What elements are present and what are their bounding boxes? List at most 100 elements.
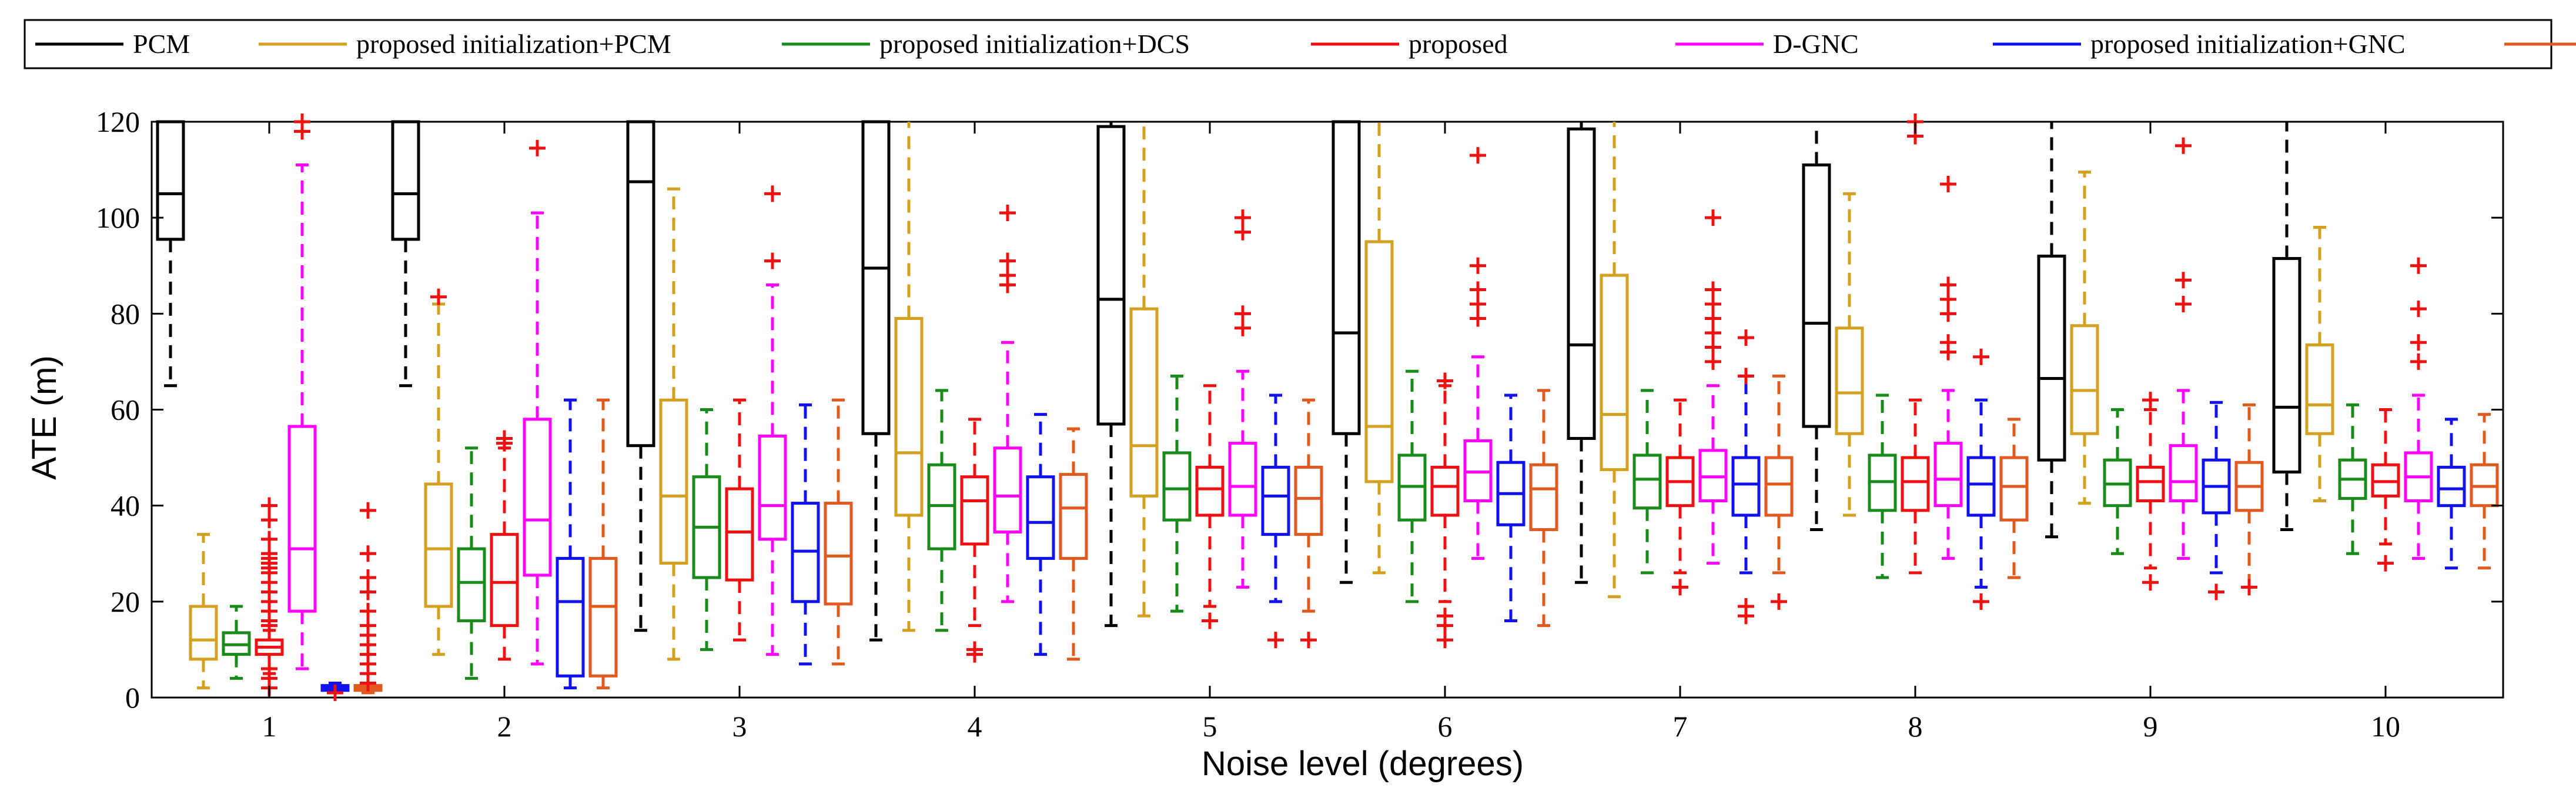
y-tick-label: 40 bbox=[111, 489, 140, 522]
outlier-marker bbox=[360, 569, 376, 586]
box bbox=[824, 502, 853, 606]
outlier-marker bbox=[999, 205, 1016, 222]
x-tick-label: 1 bbox=[262, 710, 277, 743]
series-group bbox=[156, 120, 2301, 642]
legend-label: proposed initialization+PCM bbox=[356, 29, 671, 59]
series-group bbox=[353, 374, 2499, 695]
box bbox=[391, 120, 420, 241]
outlier-marker bbox=[261, 545, 277, 562]
outlier-marker bbox=[529, 139, 546, 156]
outlier-marker bbox=[2142, 392, 2159, 409]
outlier-marker bbox=[261, 512, 277, 529]
box bbox=[894, 316, 924, 517]
series-group bbox=[320, 329, 2466, 701]
outlier-marker bbox=[360, 617, 376, 634]
box bbox=[424, 482, 453, 608]
legend-label: proposed initialization+DCS bbox=[879, 29, 1190, 59]
x-tick-label: 9 bbox=[2143, 710, 2158, 743]
outlier-marker bbox=[1470, 310, 1486, 327]
outlier-marker bbox=[2208, 583, 2224, 601]
box bbox=[2272, 257, 2301, 474]
x-tick-label: 2 bbox=[497, 710, 512, 743]
outlier-marker bbox=[2175, 137, 2192, 154]
box bbox=[1802, 163, 1831, 428]
series-group bbox=[222, 369, 2367, 680]
legend-label: proposed initialization+GNC bbox=[2090, 29, 2406, 59]
box bbox=[2437, 465, 2466, 508]
y-tick-label: 100 bbox=[96, 201, 140, 234]
x-tick-label: 5 bbox=[1203, 710, 1217, 743]
outlier-marker bbox=[327, 684, 343, 701]
outlier-marker bbox=[764, 252, 781, 269]
box bbox=[758, 434, 787, 541]
outlier-marker bbox=[1437, 632, 1453, 649]
outlier-marker bbox=[261, 660, 277, 678]
outlier-marker bbox=[1202, 612, 1218, 629]
box bbox=[2305, 343, 2334, 435]
outlier-marker bbox=[1235, 209, 1251, 226]
outlier-marker bbox=[1437, 608, 1453, 625]
outlier-marker bbox=[1705, 353, 1721, 370]
outlier-marker bbox=[1738, 329, 1754, 346]
outlier-marker bbox=[966, 641, 983, 658]
box bbox=[1294, 465, 1323, 536]
legend-frame bbox=[24, 19, 2552, 69]
box bbox=[1059, 473, 1088, 560]
outlier-marker bbox=[261, 531, 277, 548]
outlier-marker bbox=[360, 502, 376, 519]
outlier-marker bbox=[1437, 372, 1453, 389]
x-axis-title: Noise level (degrees) bbox=[1202, 745, 1524, 783]
box bbox=[1567, 127, 1596, 440]
box bbox=[1162, 451, 1192, 522]
box bbox=[1364, 240, 1394, 483]
box bbox=[1933, 442, 1963, 508]
x-tick-label: 6 bbox=[1438, 710, 1453, 743]
outlier-marker bbox=[1705, 324, 1721, 341]
x-tick-label: 10 bbox=[2371, 710, 2400, 743]
outlier-marker bbox=[1300, 632, 1317, 649]
y-tick-label: 0 bbox=[125, 681, 140, 714]
y-axis-title: ATE (m) bbox=[25, 355, 63, 480]
outlier-marker bbox=[1973, 593, 1989, 610]
outlier-marker bbox=[2175, 272, 2192, 289]
outlier-marker bbox=[1470, 281, 1486, 298]
outlier-marker bbox=[360, 603, 376, 620]
box bbox=[1096, 125, 1126, 426]
outlier-marker bbox=[294, 114, 310, 130]
box bbox=[490, 533, 519, 628]
box bbox=[1195, 465, 1225, 517]
outlier-marker bbox=[1738, 368, 1754, 385]
box bbox=[1129, 307, 1159, 498]
x-tick-label: 3 bbox=[732, 710, 747, 743]
outlier-marker bbox=[1235, 223, 1251, 241]
box bbox=[1261, 465, 1290, 536]
box bbox=[1529, 463, 1558, 531]
y-tick-label: 20 bbox=[111, 585, 140, 618]
outlier-marker bbox=[1940, 291, 1956, 308]
box bbox=[2037, 254, 2066, 462]
outlier-marker bbox=[261, 497, 277, 514]
outlier-marker bbox=[2142, 574, 2159, 591]
x-tick-label: 4 bbox=[968, 710, 982, 743]
box bbox=[156, 120, 185, 241]
legend-label: D-GNC bbox=[1773, 29, 1859, 59]
outlier-marker bbox=[1973, 348, 1989, 365]
x-axis: 1 2 3 4 5 6 7 8 9 10 bbox=[262, 122, 2400, 743]
box bbox=[588, 556, 618, 678]
y-axis: 0 20 40 60 80 100 120 bbox=[96, 105, 2503, 714]
box bbox=[1228, 442, 1257, 517]
outlier-marker bbox=[1940, 305, 1956, 322]
outlier-marker bbox=[1940, 176, 1956, 193]
outlier-marker bbox=[1705, 310, 1721, 327]
y-tick-label: 60 bbox=[111, 393, 140, 426]
box bbox=[1966, 456, 1996, 517]
box bbox=[523, 418, 552, 577]
outlier-marker bbox=[1267, 632, 1284, 649]
outlier-marker bbox=[1738, 598, 1754, 615]
series-group bbox=[255, 114, 2400, 696]
outlier-marker bbox=[1235, 305, 1251, 322]
box bbox=[1999, 456, 2029, 522]
outlier-marker bbox=[1705, 339, 1721, 356]
box bbox=[1600, 273, 1629, 471]
